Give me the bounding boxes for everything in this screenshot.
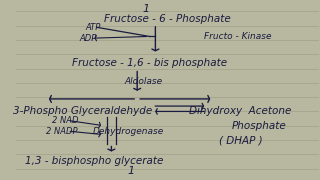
Text: Dihydroxy  Acetone: Dihydroxy Acetone	[189, 106, 292, 116]
Text: Phosphate: Phosphate	[231, 121, 286, 131]
Text: Fructo - Kinase: Fructo - Kinase	[204, 32, 271, 41]
Text: Aldolase: Aldolase	[124, 76, 162, 86]
Text: ATP: ATP	[85, 23, 101, 32]
Text: 1: 1	[143, 4, 150, 14]
Text: Fructose - 1,6 - bis phosphate: Fructose - 1,6 - bis phosphate	[72, 58, 227, 68]
Text: Fructose - 6 - Phosphate: Fructose - 6 - Phosphate	[104, 14, 231, 24]
Text: 2 NAD: 2 NAD	[52, 116, 79, 125]
Text: 2 NADP: 2 NADP	[46, 127, 78, 136]
Text: ADP: ADP	[79, 34, 97, 43]
Text: 1: 1	[128, 166, 135, 176]
Text: ( DHAP ): ( DHAP )	[219, 135, 262, 145]
Text: 3-Phospho Glyceraldehyde: 3-Phospho Glyceraldehyde	[13, 106, 152, 116]
Text: Dehydrogenase: Dehydrogenase	[92, 127, 164, 136]
Text: 1,3 - bisphospho glycerate: 1,3 - bisphospho glycerate	[26, 156, 164, 166]
